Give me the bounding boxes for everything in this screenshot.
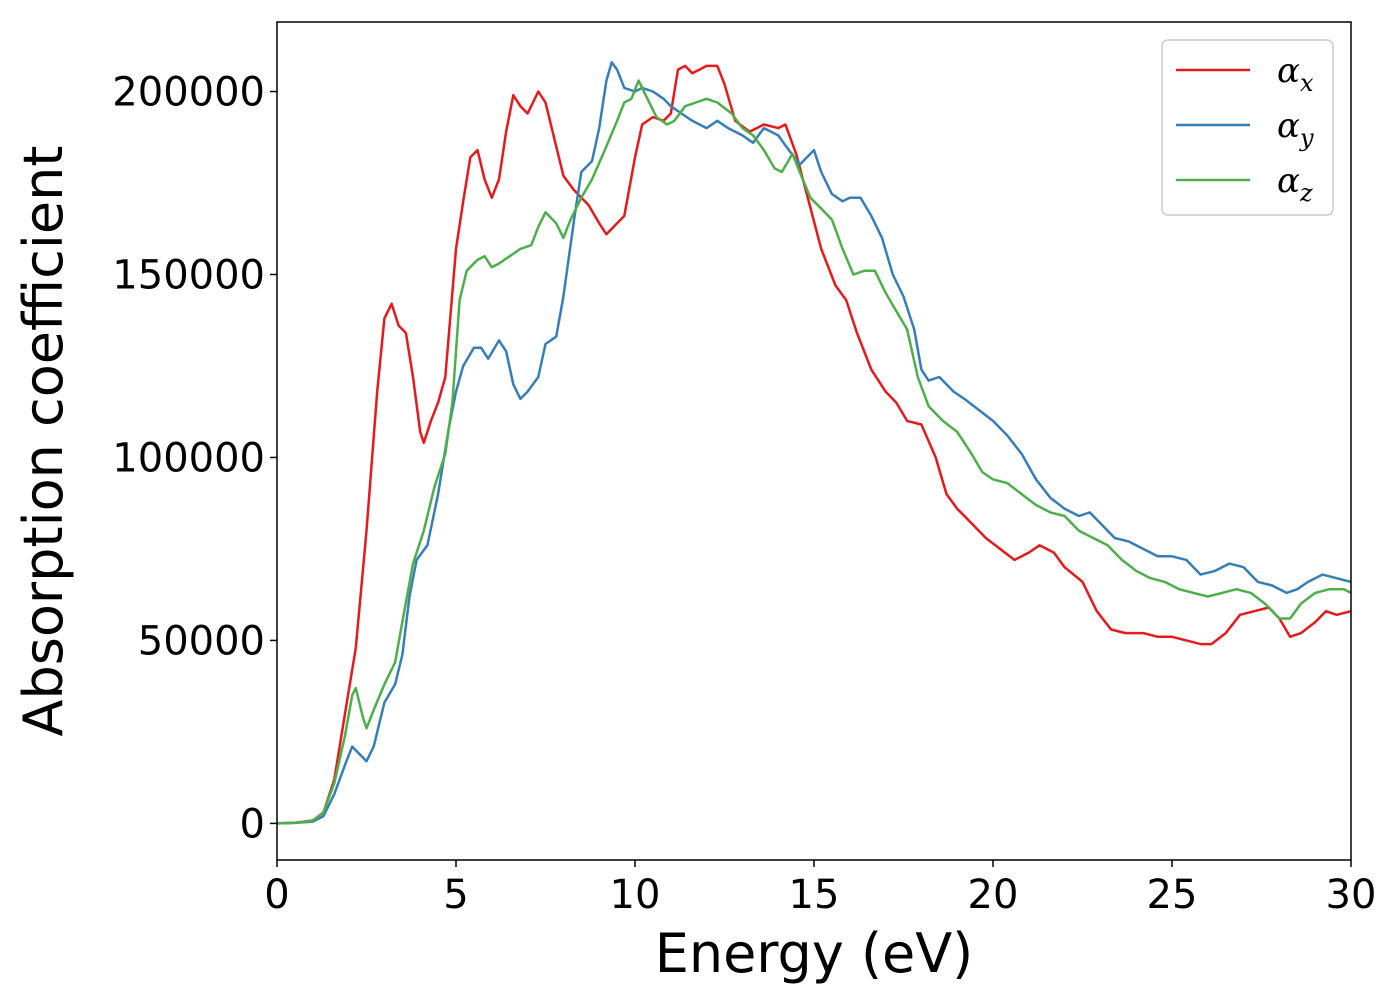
legend-label-alpha-x: αx — [1277, 51, 1314, 97]
x-axis-title: Energy (eV) — [655, 922, 974, 985]
x-tick-label: 20 — [968, 872, 1019, 918]
y-tick-label: 50000 — [138, 618, 265, 664]
y-tick-label: 0 — [240, 801, 265, 847]
ticks-layer: 0 5 10 15 20 25 30 0 50000 100000 150000 200000 — [112, 70, 1376, 918]
x-tick-label: 10 — [610, 872, 661, 918]
y-axis-title: Absorption coefficient — [12, 146, 75, 737]
series-layer — [277, 61, 1351, 825]
series-line-alpha-x — [277, 64, 1351, 825]
series-line-alpha-z — [277, 79, 1351, 825]
y-tick-label: 150000 — [112, 252, 265, 298]
x-tick-label: 0 — [264, 872, 289, 918]
x-tick-label: 25 — [1147, 872, 1198, 918]
x-tick-label: 15 — [789, 872, 840, 918]
y-tick-label: 100000 — [112, 435, 265, 481]
x-tick-label: 5 — [443, 872, 468, 918]
x-tick-label: 30 — [1326, 872, 1377, 918]
legend-box — [1161, 39, 1334, 216]
y-tick-label: 200000 — [112, 70, 265, 116]
